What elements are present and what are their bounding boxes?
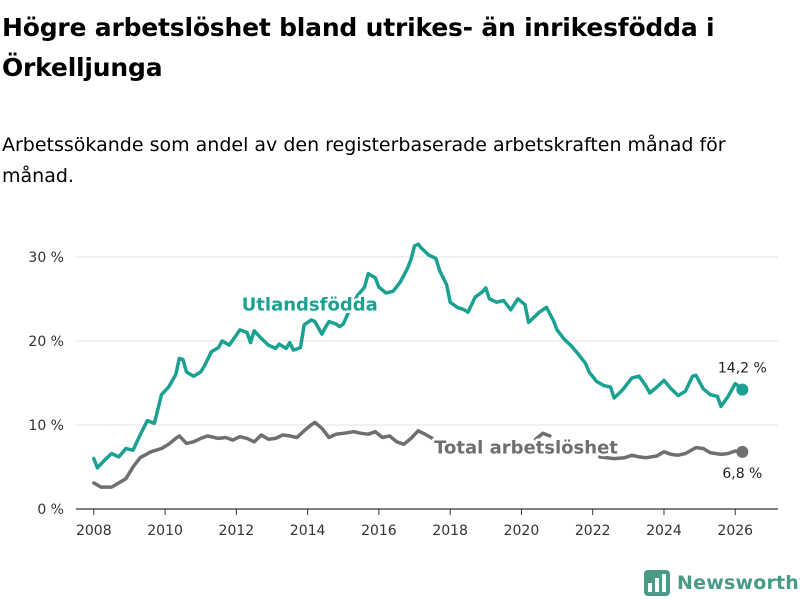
x-tick-label: 2014: [290, 523, 326, 539]
x-tick-label: 2024: [646, 523, 682, 539]
series: [92, 242, 749, 489]
y-tick-label: 0 %: [37, 502, 64, 518]
total-end-dot: [736, 445, 749, 458]
x-tick-label: 2020: [504, 523, 540, 539]
x-tick-label: 2026: [717, 523, 753, 539]
chart-subtitle: Arbetssökande som andel av den registerb…: [2, 134, 726, 187]
total-end-value: 6,8 %: [722, 466, 762, 482]
y-tick-label: 30 %: [28, 250, 64, 266]
total-arbetsloshet-line: [92, 420, 745, 489]
y-tick-label: 20 %: [28, 334, 64, 350]
x-tick-label: 2022: [575, 523, 611, 539]
x-tick-label: 2008: [76, 523, 112, 539]
total-arbetsloshet-label: Total arbetslöshet: [434, 438, 618, 459]
y-tick-label: 10 %: [28, 418, 64, 434]
utlandsfodda-end-value: 14,2 %: [718, 361, 767, 377]
brand-name: Newsworthy: [677, 572, 800, 594]
bar-chart-icon: [644, 570, 670, 596]
x-tick-label: 2018: [432, 523, 468, 539]
utlandsfodda-label: Utlandsfödda: [242, 295, 378, 316]
utlandsfodda-end-dot: [736, 383, 749, 396]
chart-title: Högre arbetslöshet bland utrikes- än inr…: [2, 13, 715, 82]
labels: Utlandsfödda Total arbetslöshet 14,2 % 6,8 …: [239, 292, 767, 482]
gridlines: [76, 256, 778, 510]
axes: 0 % 10 % 20 % 30 % 2008 2010 2012 2014 2016 2018 2…: [28, 250, 753, 539]
utlandsfodda-line: [92, 242, 745, 470]
x-tick-label: 2010: [147, 523, 183, 539]
x-tick-label: 2016: [361, 523, 397, 539]
newsworthy-logo: Newsworthy: [644, 568, 800, 598]
x-tick-label: 2012: [219, 523, 255, 539]
